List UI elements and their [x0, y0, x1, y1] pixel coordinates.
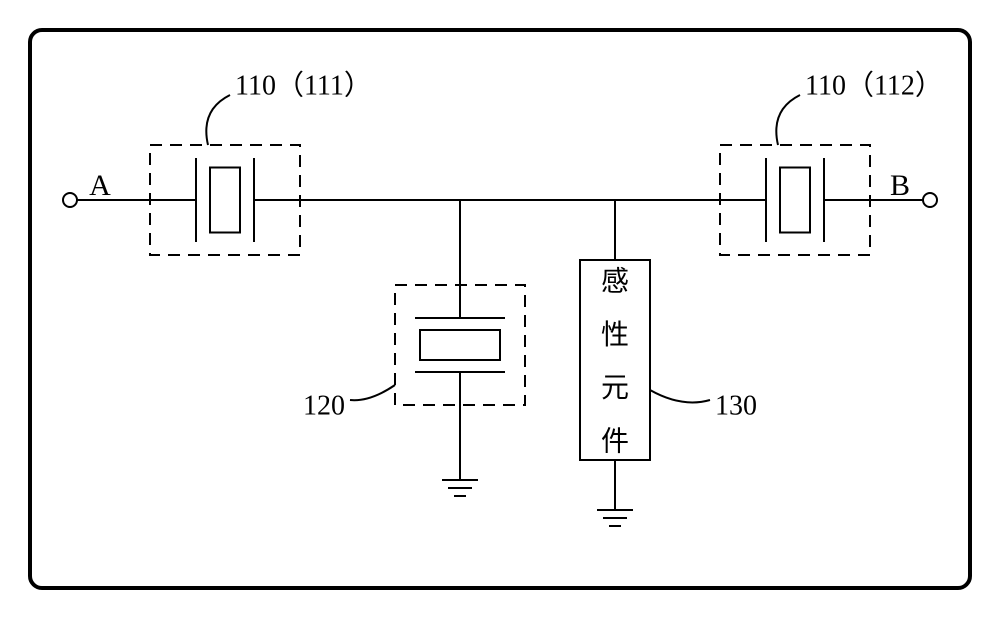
ref-110-112: 110（112） — [805, 69, 943, 101]
inductive-element-label: 感 — [601, 265, 629, 297]
series-resonator-right-body — [780, 168, 810, 233]
figure-border — [30, 30, 970, 588]
wire — [650, 390, 710, 402]
terminal-a — [63, 193, 77, 207]
series-resonator-left-body — [210, 168, 240, 233]
ref-130: 130 — [715, 390, 757, 421]
wire — [776, 95, 800, 145]
inductive-element-label: 性 — [601, 319, 629, 351]
shunt-resonator-body — [420, 330, 500, 360]
wire — [206, 95, 230, 145]
terminal-b-label: B — [890, 169, 910, 202]
inductive-element-label: 元 — [601, 373, 629, 404]
inductive-element-label: 件 — [601, 425, 629, 457]
ref-110-111: 110（111） — [235, 69, 372, 101]
terminal-b — [923, 193, 937, 207]
ref-120: 120 — [303, 390, 345, 421]
wire — [350, 385, 395, 400]
terminal-a-label: A — [89, 169, 111, 202]
